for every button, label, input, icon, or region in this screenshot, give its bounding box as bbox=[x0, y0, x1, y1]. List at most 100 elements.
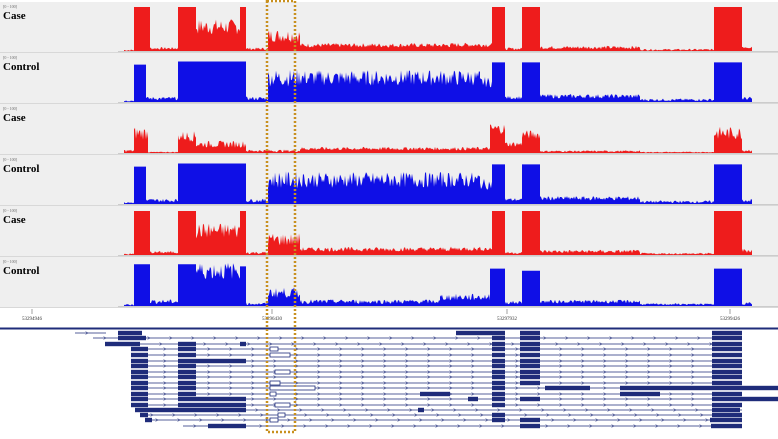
strand-arrow bbox=[625, 403, 629, 407]
strand-arrow bbox=[423, 342, 427, 346]
strand-arrow bbox=[537, 392, 541, 396]
strand-arrow bbox=[603, 359, 607, 363]
strand-arrow bbox=[207, 370, 211, 374]
strand-arrow bbox=[295, 397, 299, 401]
strand-arrow bbox=[669, 381, 673, 385]
exon bbox=[131, 396, 148, 402]
strand-arrow bbox=[229, 370, 233, 374]
strand-arrow bbox=[581, 397, 585, 401]
strand-arrow bbox=[169, 336, 173, 340]
strand-arrow bbox=[207, 381, 211, 385]
strand-arrow bbox=[361, 392, 365, 396]
strand-arrow bbox=[471, 359, 475, 363]
strand-arrow bbox=[427, 375, 431, 379]
exon bbox=[492, 374, 505, 380]
strand-arrow bbox=[414, 413, 418, 417]
track-label: Control bbox=[3, 265, 39, 277]
exon bbox=[711, 423, 742, 429]
exon bbox=[712, 380, 742, 386]
transcript bbox=[105, 341, 742, 347]
exon bbox=[620, 391, 660, 397]
exon bbox=[492, 341, 505, 347]
strand-arrow bbox=[507, 418, 511, 422]
strand-arrow bbox=[647, 397, 651, 401]
strand-arrow bbox=[225, 342, 229, 346]
strand-arrow bbox=[163, 381, 167, 385]
strand-arrow bbox=[559, 353, 563, 357]
strand-arrow bbox=[691, 359, 695, 363]
strand-arrow bbox=[551, 418, 555, 422]
exon bbox=[492, 335, 505, 341]
exon bbox=[178, 391, 196, 397]
strand-arrow bbox=[357, 342, 361, 346]
strand-arrow bbox=[163, 397, 167, 401]
strand-arrow bbox=[317, 397, 321, 401]
strand-arrow bbox=[515, 359, 519, 363]
strand-arrow bbox=[639, 418, 643, 422]
exon bbox=[178, 363, 196, 369]
strand-arrow bbox=[629, 408, 633, 412]
strand-arrow bbox=[625, 364, 629, 368]
strand-arrow bbox=[647, 359, 651, 363]
strand-arrow bbox=[683, 418, 687, 422]
strand-arrow bbox=[405, 386, 409, 390]
exon bbox=[131, 363, 148, 369]
strand-arrow bbox=[313, 342, 317, 346]
strand-arrow bbox=[647, 364, 651, 368]
strand-arrow bbox=[449, 403, 453, 407]
strand-arrow bbox=[515, 386, 519, 390]
exon bbox=[492, 385, 505, 391]
strand-arrow bbox=[700, 413, 704, 417]
strand-arrow bbox=[229, 375, 233, 379]
strand-arrow bbox=[163, 364, 167, 368]
exon bbox=[520, 363, 540, 369]
strand-arrow bbox=[647, 353, 651, 357]
strand-arrow bbox=[343, 408, 347, 412]
exon bbox=[520, 330, 540, 336]
exon bbox=[178, 358, 246, 364]
transcript bbox=[131, 352, 742, 358]
strand-arrow bbox=[163, 403, 167, 407]
transcript-annotation-panel bbox=[75, 330, 778, 429]
strand-arrow bbox=[673, 408, 677, 412]
strand-arrow bbox=[541, 408, 545, 412]
strand-arrow bbox=[449, 347, 453, 351]
strand-arrow bbox=[669, 370, 673, 374]
strand-arrow bbox=[515, 392, 519, 396]
exon bbox=[712, 396, 778, 402]
strand-arrow bbox=[634, 413, 638, 417]
strand-arrow bbox=[251, 381, 255, 385]
strand-arrow bbox=[251, 347, 255, 351]
strand-arrow bbox=[361, 381, 365, 385]
strand-arrow bbox=[370, 413, 374, 417]
strand-arrow bbox=[445, 342, 449, 346]
strand-arrow bbox=[603, 397, 607, 401]
strand-arrow bbox=[317, 403, 321, 407]
exon bbox=[418, 407, 424, 413]
strand-arrow bbox=[259, 424, 263, 428]
strand-arrow bbox=[409, 408, 413, 412]
exon bbox=[712, 412, 742, 418]
strand-arrow bbox=[665, 342, 669, 346]
strand-arrow bbox=[361, 353, 365, 357]
strand-arrow bbox=[515, 381, 519, 385]
strand-arrow bbox=[625, 347, 629, 351]
strand-arrow bbox=[501, 424, 505, 428]
exon bbox=[492, 391, 505, 397]
track-label: Case bbox=[3, 214, 26, 226]
exon bbox=[145, 417, 152, 423]
strand-arrow bbox=[405, 392, 409, 396]
exon bbox=[131, 374, 148, 380]
strand-arrow bbox=[565, 336, 569, 340]
strand-arrow bbox=[339, 403, 343, 407]
strand-arrow bbox=[251, 364, 255, 368]
strand-arrow bbox=[643, 342, 647, 346]
strand-arrow bbox=[647, 375, 651, 379]
exon bbox=[520, 358, 540, 364]
track-range-label: [0 - 100] bbox=[3, 55, 18, 60]
strand-arrow bbox=[295, 392, 299, 396]
strand-arrow bbox=[669, 392, 673, 396]
strand-arrow bbox=[581, 403, 585, 407]
strand-arrow bbox=[251, 397, 255, 401]
